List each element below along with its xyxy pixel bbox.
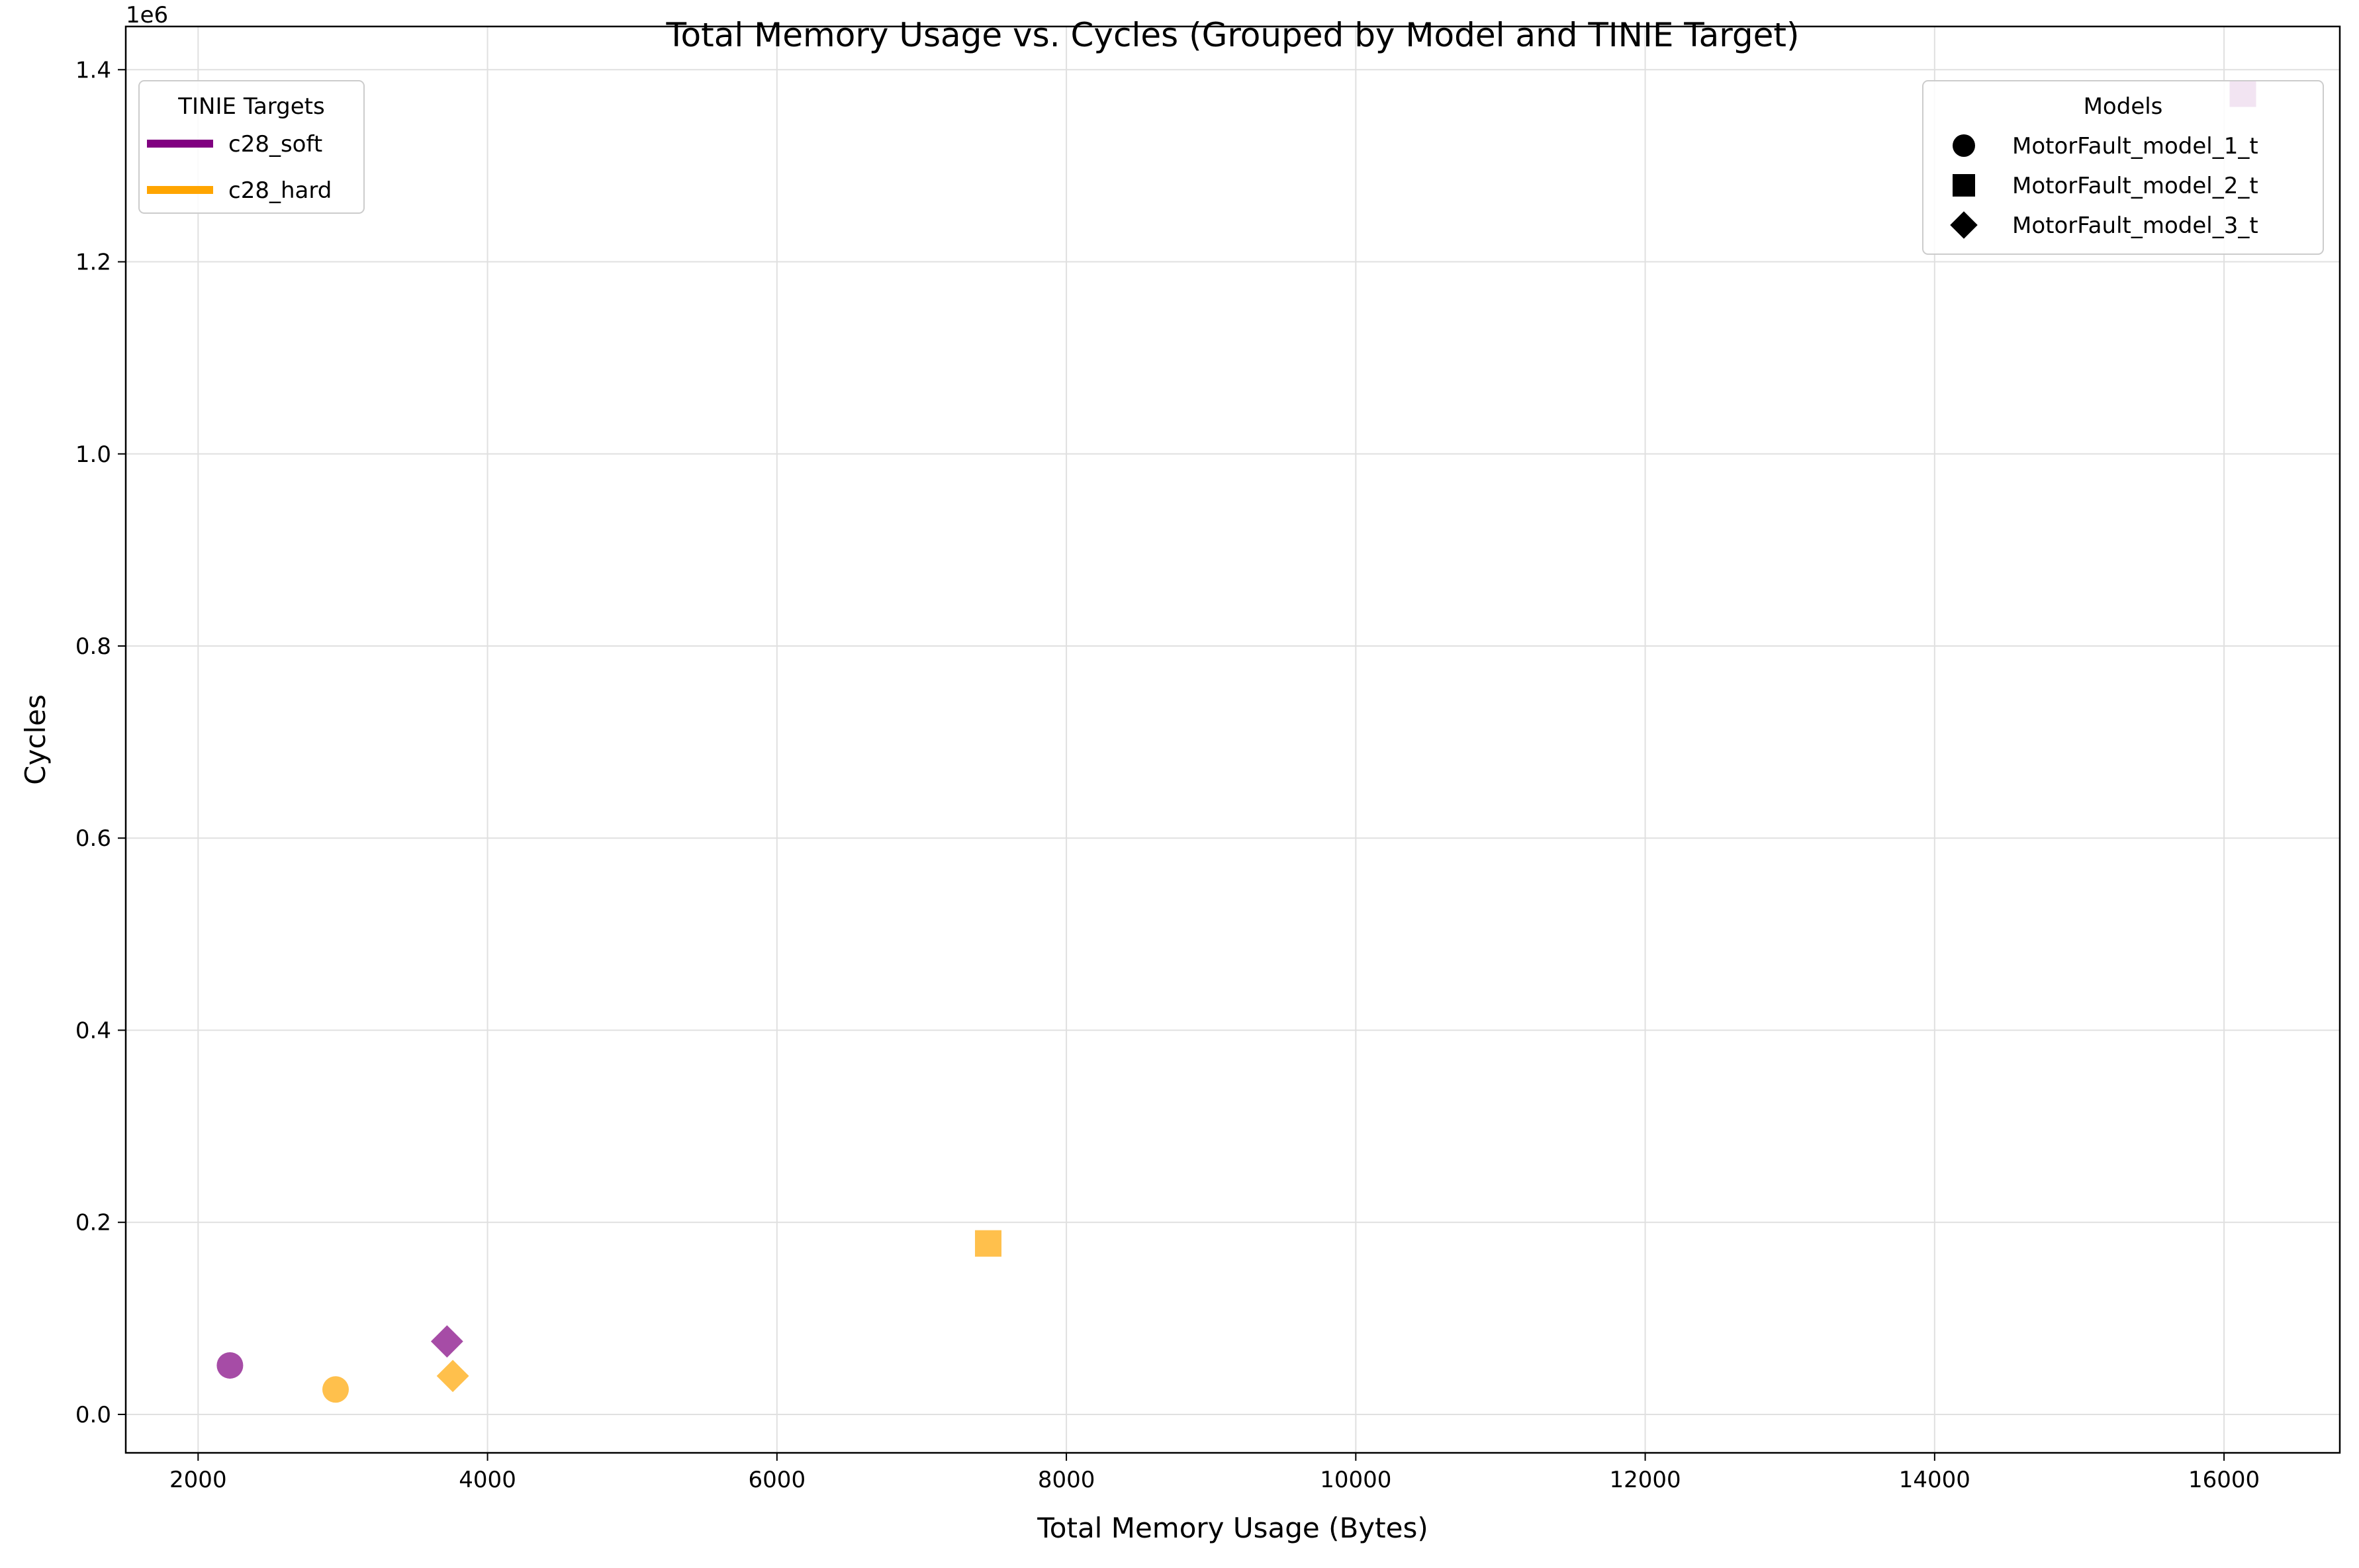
legend-frame <box>138 80 365 214</box>
legend-entry-label: MotorFault_model_3_t <box>2012 212 2258 239</box>
x-tick-label: 14000 <box>1899 1467 1970 1493</box>
legend-entry-label: c28_hard <box>228 177 332 204</box>
y-tick-label: 0.8 <box>75 633 111 660</box>
legend-entry-label: c28_soft <box>228 131 322 158</box>
legend-marker-square <box>1953 174 1975 197</box>
plot-frame <box>124 25 2341 1454</box>
y-tick-label: 1.4 <box>75 57 111 83</box>
y-tick-label: 0.2 <box>75 1210 111 1236</box>
grid-lines <box>126 26 2340 1453</box>
x-tick-label: 12000 <box>1610 1467 1681 1493</box>
legend-marker-circle <box>1953 134 1975 157</box>
x-tick-label: 16000 <box>2188 1467 2260 1493</box>
y-tick-label: 1.2 <box>75 250 111 276</box>
chart-title: Total Memory Usage vs. Cycles (Grouped b… <box>665 16 1799 54</box>
x-tick-label: 2000 <box>169 1467 227 1493</box>
x-tick-label: 8000 <box>1038 1467 1095 1493</box>
legend-models: Models MotorFault_model_1_t MotorFault_mod… <box>1922 80 2324 255</box>
legend-marker-diamond <box>1950 211 1978 239</box>
x-tick-label: 6000 <box>749 1467 806 1493</box>
data-point-circle <box>322 1376 349 1403</box>
x-tick-label: 10000 <box>1320 1467 1391 1493</box>
y-axis-offset-label: 1e6 <box>126 2 168 28</box>
y-tick-label: 0.4 <box>75 1017 111 1044</box>
y-axis: 0.0 0.2 0.4 0.6 0.8 1.0 1.2 1.4 <box>75 57 126 1428</box>
legend-entry-label: MotorFault_model_2_t <box>2012 173 2258 199</box>
legend-entry-label: MotorFault_model_1_t <box>2012 133 2258 160</box>
x-axis-label: Total Memory Usage (Bytes) <box>1037 1512 1428 1544</box>
legend-title: TINIE Targets <box>177 93 324 120</box>
y-tick-label: 0.0 <box>75 1402 111 1428</box>
y-axis-label: Cycles <box>19 694 52 785</box>
legend-title: Models <box>2084 93 2163 120</box>
x-axis: 2000 4000 6000 8000 10000 12000 14000 16000 <box>169 1453 2260 1493</box>
data-point-circle <box>216 1352 244 1379</box>
data-point-square <box>975 1230 1002 1257</box>
data-point-diamond <box>430 1325 463 1358</box>
y-tick-label: 0.6 <box>75 825 111 852</box>
x-tick-label: 4000 <box>459 1467 516 1493</box>
data-point-diamond <box>436 1360 469 1393</box>
legend-frame <box>1922 80 2324 255</box>
y-tick-label: 1.0 <box>75 441 111 468</box>
legend-tinie-targets: TINIE Targets c28_soft c28_hard <box>138 80 365 214</box>
